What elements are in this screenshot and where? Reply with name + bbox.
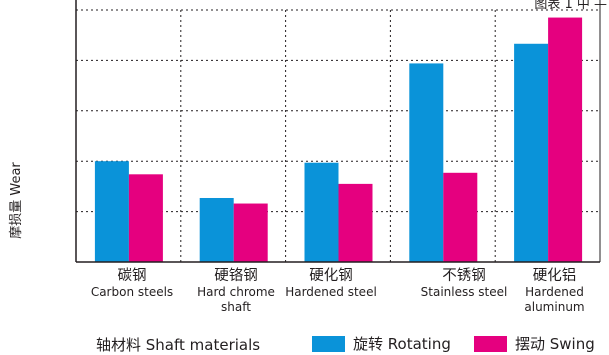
category-label-carbon-steels: 碳钢 Carbon steels — [77, 268, 187, 300]
category-zh: 不锈钢 — [442, 268, 486, 284]
bar-swing-hardened-aluminum — [548, 17, 583, 263]
category-en: Hardened steel — [285, 285, 377, 300]
corner-caption: 图表 1 中 — — [534, 0, 607, 12]
bar-swing-carbon-steels — [128, 174, 163, 262]
bar-rotating-stainless-steel — [409, 63, 444, 263]
bar-swing-hardened-steel — [338, 183, 373, 262]
category-label-hardened-steel: 硬化钢 Hardened steel — [281, 268, 381, 300]
category-label-stainless-steel: 不锈钢 Stainless steel — [404, 268, 524, 300]
category-label-hardened-aluminum: 硬化铝 Hardened aluminum — [512, 268, 597, 314]
category-en: Hard chrome shaft — [197, 285, 275, 314]
category-en: Stainless steel — [420, 285, 508, 300]
category-en: Hardened aluminum — [524, 285, 585, 314]
legend-swatch-rotating — [312, 335, 345, 352]
bar-rotating-hard-chrome — [199, 197, 234, 262]
y-axis-label: 摩损量 Wear — [2, 160, 26, 240]
bar-rotating-carbon-steels — [94, 161, 129, 262]
category-zh: 碳钢 — [117, 268, 147, 284]
x-axis-label: 轴材料 Shaft materials — [96, 336, 261, 354]
category-zh: 硬化铝 — [532, 268, 577, 284]
bar-rotating-hardened-steel — [304, 162, 339, 262]
bar-rotating-hardened-aluminum — [514, 43, 549, 262]
category-en: Carbon steels — [90, 285, 174, 300]
category-zh: 硬化钢 — [309, 268, 353, 284]
legend-label-rotating: 旋转 Rotating — [353, 335, 451, 353]
category-label-hard-chrome: 硬铬钢 Hard chrome shaft — [181, 268, 291, 314]
legend-label-swing: 摆动 Swing — [515, 335, 595, 353]
category-zh: 硬铬钢 — [214, 268, 258, 284]
bar-swing-hard-chrome — [233, 203, 268, 262]
legend-swatch-swing — [474, 335, 507, 352]
y-axis-label-text: 摩损量 Wear — [8, 161, 24, 239]
bar-swing-stainless-steel — [443, 172, 478, 262]
legend-item-swing: 摆动 Swing — [474, 333, 595, 354]
legend-item-rotating: 旋转 Rotating — [312, 333, 451, 354]
